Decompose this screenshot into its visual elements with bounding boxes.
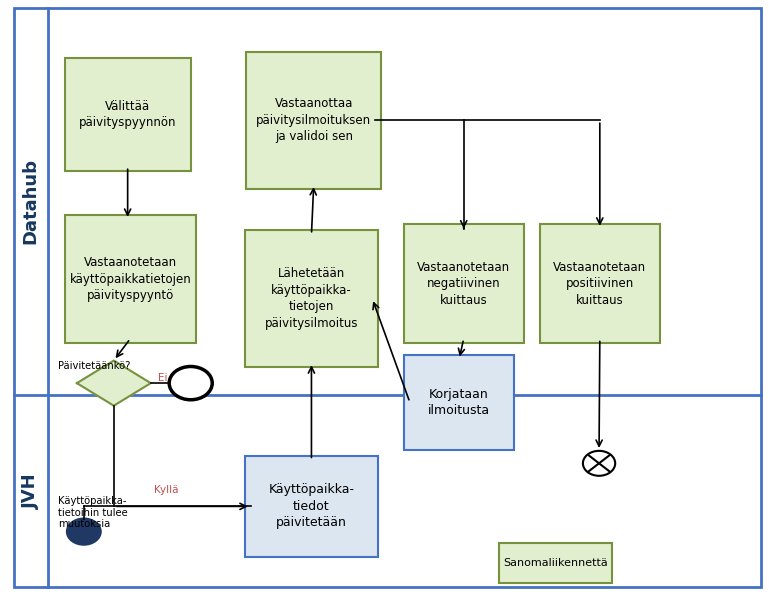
Text: Välittää
päivityspyynnön: Välittää päivityspyynnön [79,100,176,129]
Text: Käyttöpaikka-
tietoihin tulee
muutoksia: Käyttöpaikka- tietoihin tulee muutoksia [58,496,128,529]
FancyBboxPatch shape [245,230,378,367]
Text: Sanomaliikennettä: Sanomaliikennettä [503,558,608,568]
FancyBboxPatch shape [499,543,612,583]
FancyBboxPatch shape [246,52,381,189]
Text: Vastaanottaa
päivitysilmoituksen
ja validoi sen: Vastaanottaa päivitysilmoituksen ja vali… [256,97,371,143]
Text: Vastaanotetaan
negatiivinen
kuittaus: Vastaanotetaan negatiivinen kuittaus [417,261,511,307]
Text: Kyllä: Kyllä [154,485,178,495]
Text: Datahub: Datahub [22,159,40,244]
Text: Ei: Ei [158,374,167,383]
FancyBboxPatch shape [404,355,514,450]
Text: Lähetetään
käyttöpaikka-
tietojen
päivitysilmoitus: Lähetetään käyttöpaikka- tietojen päivit… [265,267,358,330]
Circle shape [67,519,101,545]
FancyBboxPatch shape [540,224,660,343]
FancyBboxPatch shape [404,224,524,343]
Text: Vastaanotetaan
käyttöpaikkatietojen
päivityspyyntö: Vastaanotetaan käyttöpaikkatietojen päiv… [69,256,191,302]
Text: Vastaanotetaan
positiivinen
kuittaus: Vastaanotetaan positiivinen kuittaus [553,261,647,307]
FancyBboxPatch shape [65,58,191,171]
Text: Päivitetäänkö?: Päivitetäänkö? [58,361,130,371]
Polygon shape [77,361,151,406]
Text: Korjataan
ilmoitusta: Korjataan ilmoitusta [428,388,490,417]
Text: Käyttöpaikka-
tiedot
päivitetään: Käyttöpaikka- tiedot päivitetään [268,484,355,529]
Text: JVH: JVH [22,473,40,508]
Circle shape [169,366,212,400]
FancyBboxPatch shape [245,456,378,557]
FancyBboxPatch shape [65,215,196,343]
